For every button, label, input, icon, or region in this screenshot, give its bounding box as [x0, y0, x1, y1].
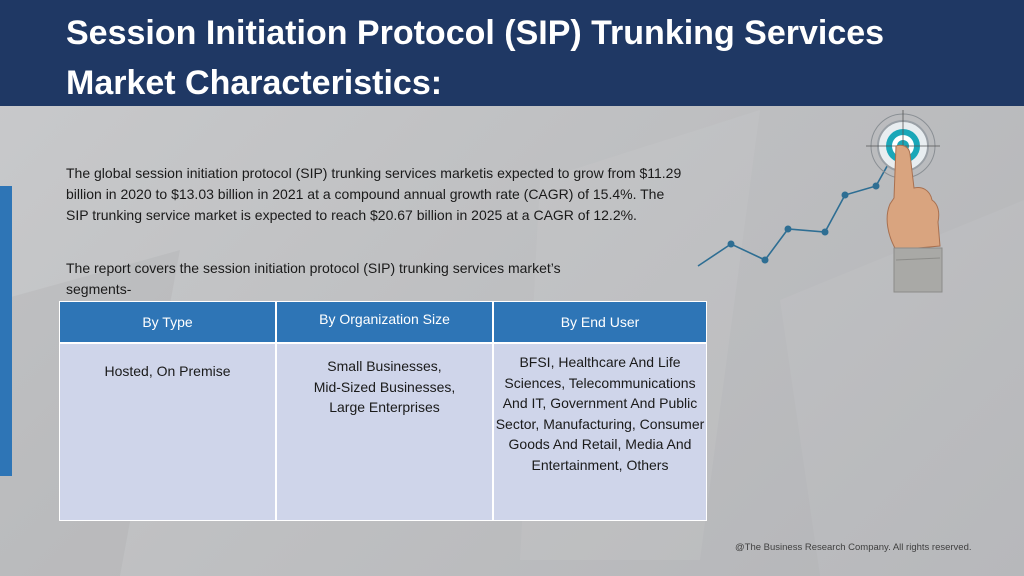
copyright-footer: @The Business Research Company. All righ… [735, 542, 972, 553]
column-divider [275, 302, 277, 520]
cell-by-type: Hosted, On Premise [104, 363, 231, 379]
column-divider [492, 302, 494, 520]
cell-by-end-user: BFSI, Healthcare And Life Sciences, Tele… [495, 354, 705, 473]
header-by-end-user: By End User [560, 314, 640, 330]
pointing-hand-icon [886, 144, 943, 293]
growth-target-graphic [697, 110, 943, 293]
title-line-1: Session Initiation Protocol (SIP) Trunki… [66, 14, 885, 52]
segments-table: By Type By Organization Size By End User… [59, 301, 707, 521]
growth-line-icon [697, 151, 896, 267]
table-header-row [60, 302, 706, 342]
market-growth-paragraph: The global session initiation protocol (… [66, 165, 682, 223]
title-line-2: Market Characteristics: [66, 64, 443, 102]
table-body-row [60, 342, 706, 520]
segments-intro-paragraph: The report covers the session initiation… [66, 260, 561, 297]
cell-by-organization-size: Small Businesses, Mid-Sized Businesses, … [313, 358, 456, 415]
page-title: Session Initiation Protocol (SIP) Trunki… [66, 8, 966, 108]
header-by-organization-size: By Organization Size [319, 311, 450, 327]
title-banner: Session Initiation Protocol (SIP) Trunki… [0, 0, 1024, 106]
header-by-type: By Type [142, 314, 193, 330]
left-accent-bar [0, 186, 12, 476]
header-divider [60, 342, 706, 344]
